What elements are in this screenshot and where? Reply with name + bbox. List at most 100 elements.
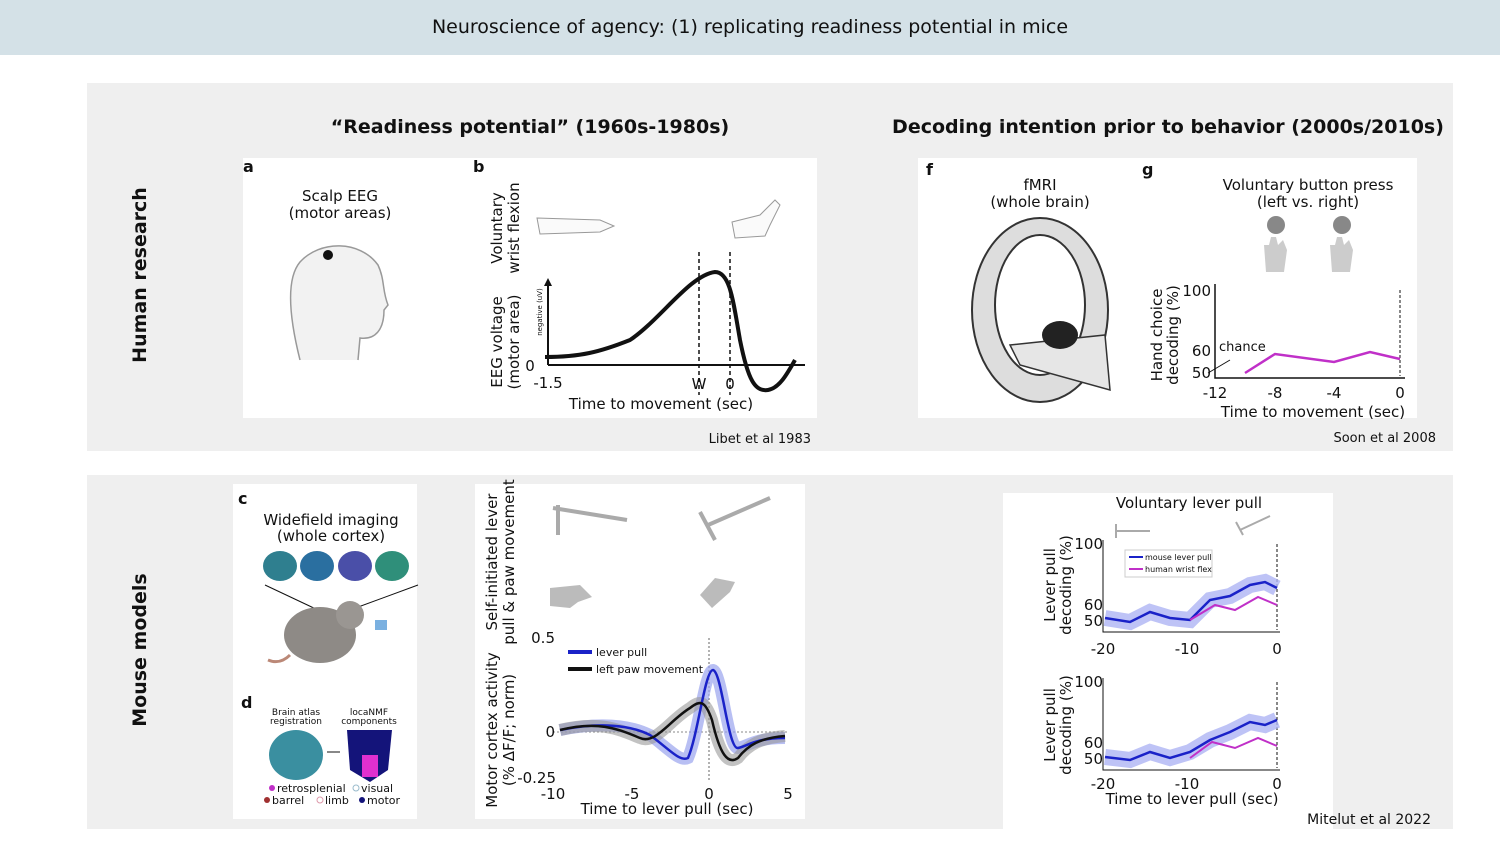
axis-label: decoding (%)	[1057, 535, 1075, 635]
row-label: Human research	[129, 187, 151, 363]
tick-label: -1.5	[533, 374, 562, 392]
caption: Voluntary button press	[1223, 176, 1394, 194]
hand-icon	[1330, 237, 1353, 272]
section-title: “Readiness potential” (1960s-1980s)	[331, 116, 729, 138]
caption: Widefield imaging	[263, 511, 398, 529]
caption: Brain atlas	[272, 708, 321, 718]
lever-icon	[552, 505, 628, 535]
paw-icon	[550, 585, 592, 608]
axis-label: Time to movement (sec)	[1220, 403, 1405, 421]
chance-arrow	[1207, 359, 1231, 374]
legend-dot	[316, 796, 324, 804]
tick-label: -8	[1268, 384, 1283, 402]
legend-label: limb	[325, 794, 349, 807]
legend-label: left paw movement	[596, 663, 704, 676]
paw-icon	[700, 578, 735, 608]
caption: (whole cortex)	[277, 527, 385, 545]
brain-images	[263, 551, 409, 581]
hand-icon	[1264, 237, 1287, 272]
decoding-line	[1244, 350, 1401, 375]
tick-label: -0.25	[517, 769, 556, 787]
lever-icon	[1235, 515, 1271, 536]
legend-dot	[359, 797, 365, 803]
tick-label: 100	[1074, 535, 1103, 553]
tick-label: 100	[1182, 282, 1211, 300]
section-title: Decoding intention prior to behavior (20…	[892, 116, 1444, 138]
caption: components	[341, 717, 397, 727]
tick-label: -10	[541, 785, 566, 803]
caption: registration	[270, 717, 322, 727]
axis-label: wrist flexion	[505, 182, 523, 273]
mouse-head	[336, 601, 364, 629]
brain-frame	[263, 551, 297, 581]
caption: (motor areas)	[289, 204, 392, 222]
lever-curve	[559, 668, 786, 761]
panel	[1003, 493, 1333, 830]
axis-label: Time to movement (sec)	[568, 395, 753, 413]
tick-label: 0	[704, 785, 714, 803]
legend-label: retrosplenial	[277, 782, 346, 795]
tick-label: 0.5	[531, 629, 555, 647]
decoding-plot-bottom: 100 60 50 -20 -10 0 Time to lever pull (…	[1074, 673, 1281, 808]
tick-label: 50	[1084, 612, 1103, 630]
tick-label: -4	[1327, 384, 1342, 402]
tick-label: 0	[525, 357, 535, 375]
tick-label: 50	[1084, 750, 1103, 768]
lever-icon	[1115, 524, 1150, 538]
mouse-line	[1104, 718, 1278, 762]
tick-label: W	[692, 375, 707, 393]
axis	[1102, 678, 1280, 771]
axis-label: pull & paw movement	[500, 479, 518, 645]
axis-label: (% ΔF/F; norm)	[500, 674, 518, 786]
lever-icon	[698, 496, 771, 541]
legend-label: motor	[367, 794, 400, 807]
tick-label: 100	[1074, 673, 1103, 691]
legend-label: visual	[361, 782, 393, 795]
panel-letter: c	[238, 489, 247, 508]
tick-label: 0	[1395, 384, 1405, 402]
electrode	[323, 250, 333, 260]
panel	[475, 484, 805, 819]
axis-label: Hand choice	[1148, 289, 1166, 382]
human-line	[1189, 595, 1278, 621]
hand-icon	[731, 199, 781, 239]
axis-label: (motor area)	[505, 295, 523, 390]
axis-label: decoding (%)	[1164, 285, 1182, 385]
tick-label: -5	[625, 785, 640, 803]
caption: (left vs. right)	[1257, 193, 1359, 211]
arrow-head	[544, 278, 552, 286]
caption: locaNMF	[350, 708, 388, 718]
axis-label: EEG voltage	[488, 296, 506, 387]
tick-label: 60	[1084, 734, 1103, 752]
legend-label: mouse lever pull	[1145, 553, 1212, 562]
hand-icon	[536, 217, 616, 235]
tick-label: -20	[1091, 775, 1116, 793]
paw-curve	[559, 701, 786, 762]
slide-title: Neuroscience of agency: (1) replicating …	[432, 16, 1068, 38]
caption: Voluntary lever pull	[1116, 494, 1262, 512]
decoding-plot-top: mouse lever pull human wrist flex 100 60…	[1074, 535, 1281, 658]
citation: Libet et al 1983	[709, 432, 811, 447]
axis-label: Time to lever pull (sec)	[1105, 790, 1279, 808]
panel-letter: f	[926, 160, 934, 179]
axis	[1214, 284, 1405, 379]
tick-label: 0	[725, 375, 735, 393]
tick-label: -12	[1203, 384, 1228, 402]
caption: (whole brain)	[990, 193, 1089, 211]
citation: Soon et al 2008	[1333, 431, 1436, 446]
header-band	[0, 0, 1500, 55]
axis-label: Self-initiated lever	[483, 493, 501, 631]
panel-letter: a	[243, 157, 254, 176]
tick-label: 50	[1192, 364, 1211, 382]
tick-label: -20	[1091, 640, 1116, 658]
tick-label: 60	[1192, 342, 1211, 360]
head-icon	[289, 245, 389, 361]
tick-label: 0	[1272, 640, 1282, 658]
axis-label: Motor cortex activity	[483, 652, 501, 808]
tick-label: 5	[783, 785, 793, 803]
citation: Mitelut et al 2022	[1307, 812, 1431, 828]
arrow-label: negative (uV)	[536, 288, 544, 336]
tick-label: 0	[545, 723, 555, 741]
tick-label: 60	[1084, 596, 1103, 614]
